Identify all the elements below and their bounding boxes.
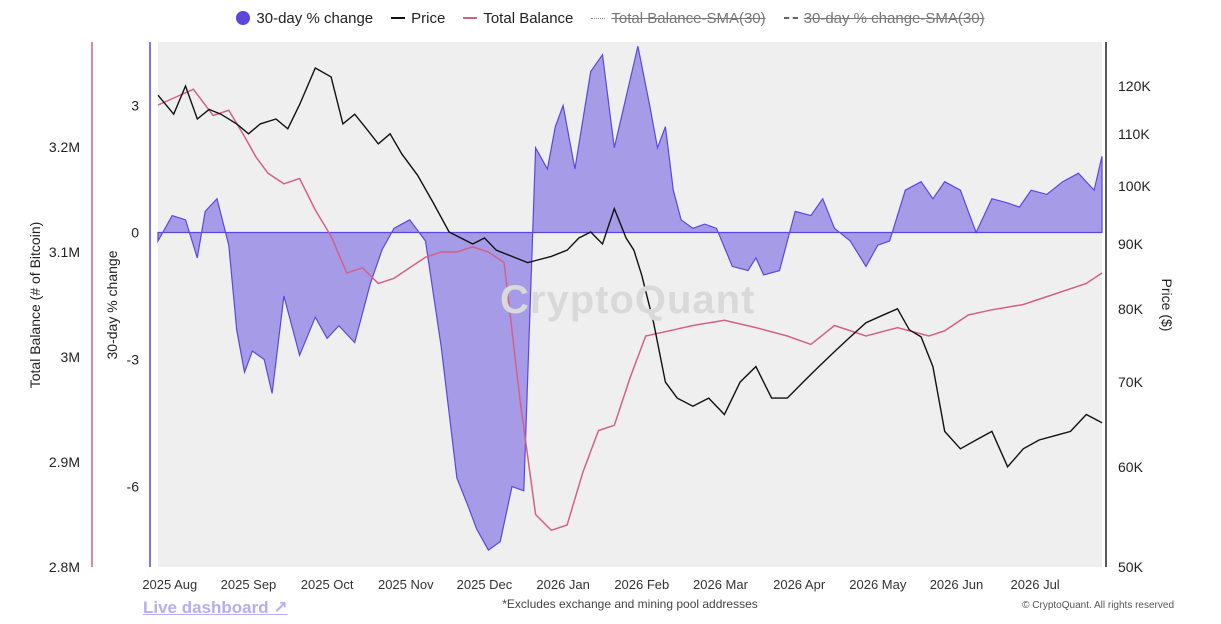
x-tick-label: 2025 Dec <box>457 577 513 592</box>
x-tick-label: 2026 Feb <box>614 577 669 592</box>
balance-axis-label: Total Balance (# of Bitcoin) <box>27 222 43 389</box>
legend-item-pct-sma[interactable]: 30-day % change-SMA(30) <box>783 9 985 27</box>
x-tick-label: 2025 Aug <box>142 577 197 592</box>
legend-dotted-line-icon <box>591 17 606 19</box>
x-tick-label: 2026 Mar <box>693 577 749 592</box>
balance-tick-label: 3.2M <box>49 139 80 155</box>
legend-line-icon <box>391 17 406 19</box>
pct-tick-label: 3 <box>131 98 139 114</box>
legend-label: 30-day % change <box>256 9 374 27</box>
balance-tick-label: 3M <box>61 349 80 365</box>
x-tick-label: 2026 Jan <box>536 577 590 592</box>
legend-item-balance-sma[interactable]: Total Balance-SMA(30) <box>591 9 766 27</box>
pct-axis-label: 30-day % change <box>104 250 120 359</box>
legend: 30-day % change Price Total Balance Tota… <box>0 6 1221 30</box>
legend-label: 30-day % change-SMA(30) <box>803 9 985 27</box>
pct-tick-label: -6 <box>127 479 140 495</box>
legend-line-icon <box>463 17 478 19</box>
legend-item-price[interactable]: Price <box>391 10 445 27</box>
copyright: © CryptoQuant. All rights reserved <box>1022 600 1174 611</box>
x-tick-label: 2026 Jun <box>930 577 984 592</box>
price-tick-label: 110K <box>1118 126 1150 142</box>
pct-tick-label: -3 <box>127 352 140 368</box>
total-balance-line <box>157 88 1103 532</box>
price-tick-label: 100K <box>1118 178 1151 194</box>
legend-label: Total Balance <box>483 9 574 27</box>
live-dashboard-link[interactable]: Live dashboard ↗ <box>143 598 288 617</box>
legend-dot-icon <box>236 11 251 25</box>
balance-tick-label: 2.8M <box>49 559 80 575</box>
pct-change-area <box>157 46 1103 551</box>
x-tick-label: 2025 Sep <box>221 577 277 592</box>
legend-dashed-line-icon <box>783 17 798 19</box>
x-tick-label: 2025 Nov <box>378 577 434 592</box>
price-tick-label: 60K <box>1118 459 1144 475</box>
price-axis-label: Price ($) <box>1159 279 1175 332</box>
x-tick-label: 2025 Oct <box>301 577 354 592</box>
price-tick-label: 70K <box>1118 374 1144 390</box>
legend-item-total-balance[interactable]: Total Balance <box>463 10 573 27</box>
price-line <box>157 67 1103 469</box>
balance-tick-label: 2.9M <box>49 454 80 470</box>
balance-tick-label: 3.1M <box>49 244 80 260</box>
price-tick-label: 90K <box>1118 236 1144 252</box>
price-tick-label: 50K <box>1118 559 1144 575</box>
legend-label: Total Balance-SMA(30) <box>611 9 766 27</box>
x-tick-label: 2026 May <box>849 577 907 592</box>
legend-item-pct-change[interactable]: 30-day % change <box>236 10 373 27</box>
x-tick-label: 2026 Jul <box>1011 577 1060 592</box>
legend-label: Price <box>411 9 446 27</box>
price-tick-label: 80K <box>1118 301 1144 317</box>
pct-tick-label: 0 <box>131 225 139 241</box>
watermark: CryptoQuant <box>500 278 756 322</box>
x-tick-label: 2026 Apr <box>773 577 826 592</box>
footnote: *Excludes exchange and mining pool addre… <box>502 597 758 611</box>
price-tick-label: 120K <box>1118 78 1151 94</box>
